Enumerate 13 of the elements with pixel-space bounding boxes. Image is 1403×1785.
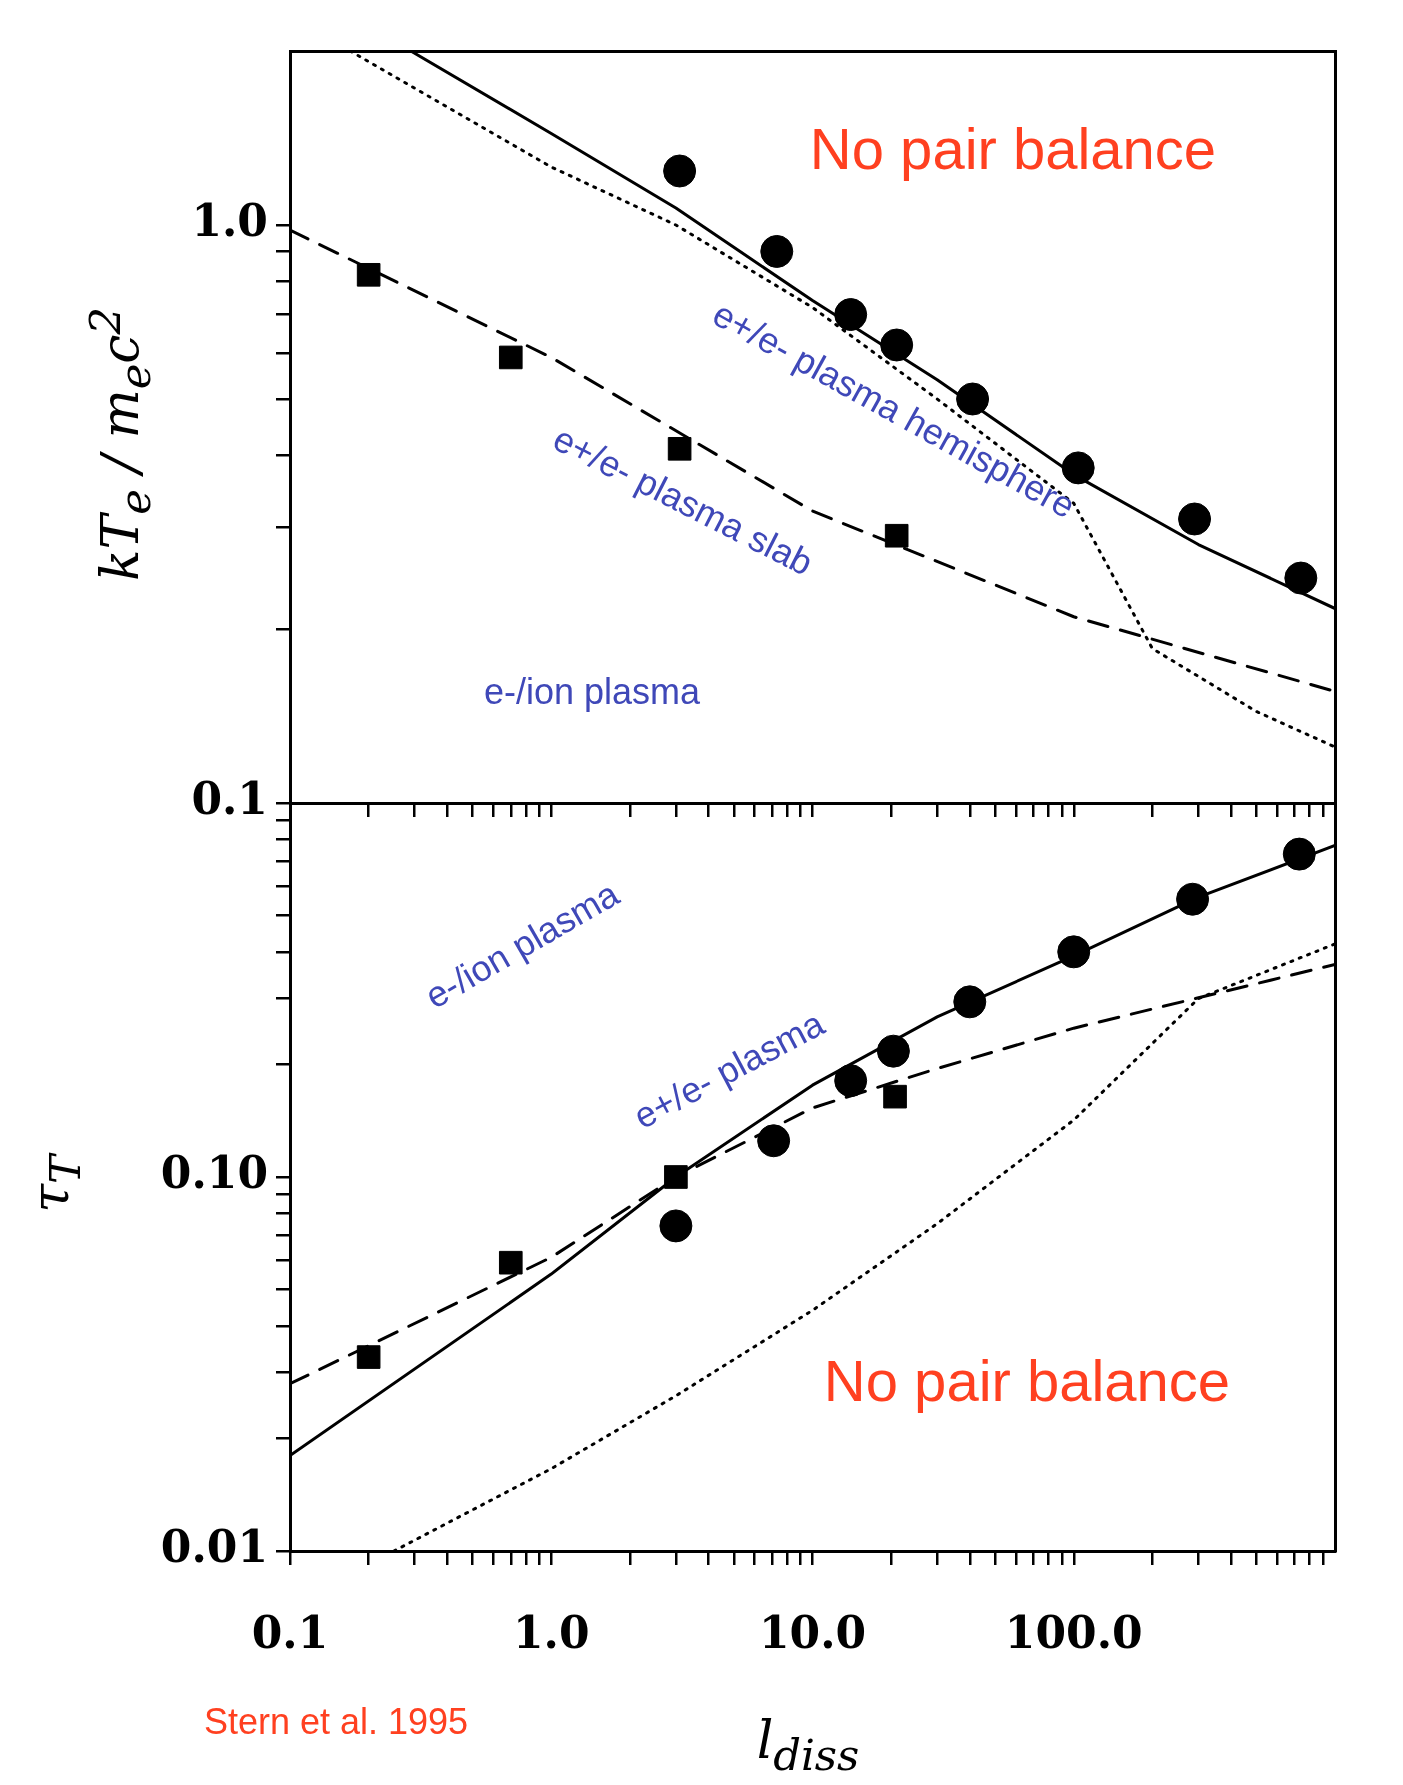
text: Stern et al. 1995: [203, 1701, 469, 1743]
y-tick-label: 0.1: [191, 773, 268, 825]
y-tick-label: 0.01: [160, 1521, 268, 1573]
y-tick-label: 0.10: [160, 1147, 268, 1199]
x-tick-label: 0.1: [251, 1606, 329, 1658]
x-tick-label: 10.0: [758, 1606, 867, 1658]
annotation: No pair balance: [823, 1346, 1231, 1414]
y-tick-label: 1.0: [191, 195, 268, 247]
x-axis-title: l$_{diss}$: [756, 1710, 860, 1780]
annotation: e-/ion plasma: [483, 671, 701, 713]
x-tick-label: 100.0: [1004, 1606, 1143, 1658]
annotation: No pair balance: [809, 114, 1217, 182]
x-tick-label: 1.0: [512, 1606, 590, 1658]
